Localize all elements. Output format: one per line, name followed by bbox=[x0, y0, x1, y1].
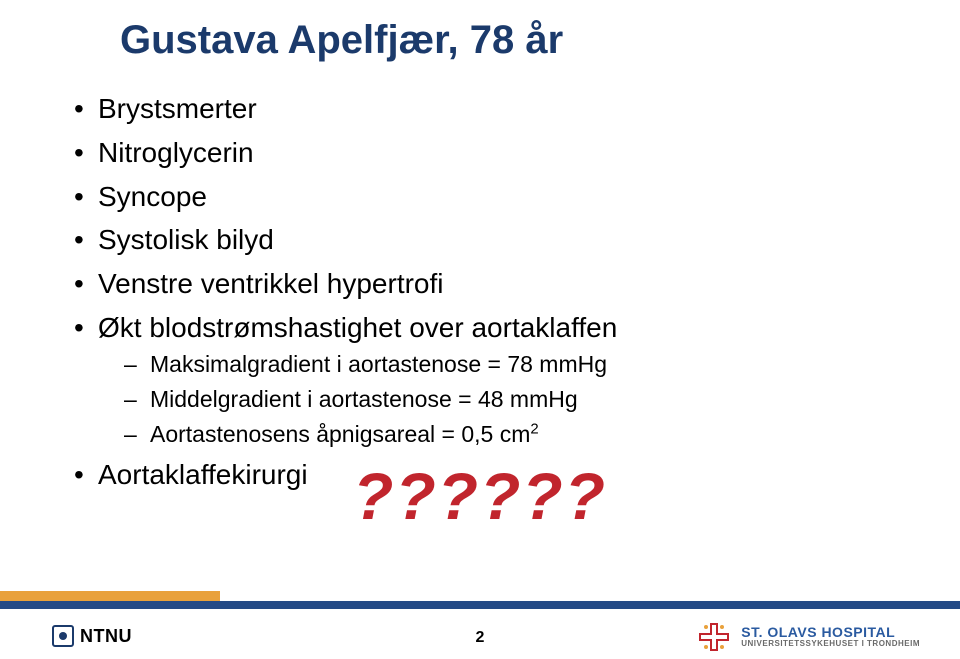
stolav-logo-text: ST. OLAVS HOSPITAL UNIVERSITETSSYKEHUSET… bbox=[741, 625, 920, 648]
accent-bar-blue bbox=[0, 601, 960, 609]
bullet-item-with-sub: Økt blodstrømshastighet over aortaklaffe… bbox=[70, 309, 900, 450]
bullet-item: Systolisk bilyd bbox=[70, 221, 900, 259]
stolav-logo: ST. OLAVS HOSPITAL UNIVERSITETSSYKEHUSET… bbox=[697, 621, 920, 653]
slide: Gustava Apelfjær, 78 år Brystsmerter Nit… bbox=[0, 0, 960, 659]
bullet-item: Brystsmerter bbox=[70, 90, 900, 128]
sub-bullet-item: Aortastenosens åpnigsareal = 0,5 cm2 bbox=[110, 419, 900, 450]
question-marks: ?????? bbox=[0, 458, 960, 534]
bullet-list-level1: Brystsmerter Nitroglycerin Syncope Systo… bbox=[70, 90, 900, 494]
footer-band bbox=[0, 585, 960, 615]
slide-content: Brystsmerter Nitroglycerin Syncope Systo… bbox=[70, 90, 900, 500]
stolav-line2: UNIVERSITETSSYKEHUSET I TRONDHEIM bbox=[741, 640, 920, 648]
stolav-logo-icon bbox=[697, 621, 731, 653]
stolav-line1: ST. OLAVS HOSPITAL bbox=[741, 625, 920, 640]
bullet-item: Venstre ventrikkel hypertrofi bbox=[70, 265, 900, 303]
bullet-list-level2: Maksimalgradient i aortastenose = 78 mmH… bbox=[98, 349, 900, 450]
slide-title: Gustava Apelfjær, 78 år bbox=[120, 18, 563, 63]
bullet-item-text: Økt blodstrømshastighet over aortaklaffe… bbox=[98, 312, 617, 343]
superscript: 2 bbox=[530, 420, 538, 437]
sub-bullet-item: Maksimalgradient i aortastenose = 78 mmH… bbox=[110, 349, 900, 380]
sub-bullet-item: Middelgradient i aortastenose = 48 mmHg bbox=[110, 384, 900, 415]
bullet-item: Syncope bbox=[70, 178, 900, 216]
accent-bar-orange bbox=[0, 591, 220, 601]
bullet-item: Nitroglycerin bbox=[70, 134, 900, 172]
sub-bullet-text: Aortastenosens åpnigsareal = 0,5 cm bbox=[150, 421, 530, 447]
